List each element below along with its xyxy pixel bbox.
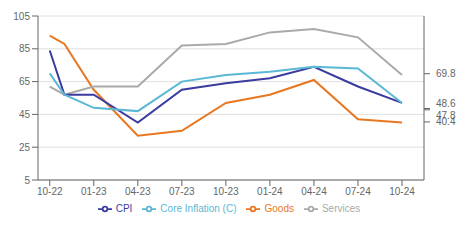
- svg-text:85: 85: [19, 43, 31, 54]
- html-text:CPI: CPI: [115, 202, 133, 214]
- svg-text:04-23: 04-23: [125, 186, 151, 197]
- svg-text:5: 5: [24, 175, 30, 186]
- svg-text:40.4: 40.4: [436, 116, 456, 127]
- html-text:Goods: Goods: [264, 202, 294, 214]
- svg-text:07-24: 07-24: [345, 186, 371, 197]
- svg-text:25: 25: [19, 142, 31, 153]
- svg-text:10-24: 10-24: [389, 186, 415, 197]
- svg-text:01-23: 01-23: [81, 186, 107, 197]
- svg-text:65: 65: [19, 76, 31, 87]
- svg-text:47.8: 47.8: [436, 109, 456, 121]
- svg-text:48.6: 48.6: [436, 98, 456, 109]
- html-text:Services: Services: [322, 202, 361, 214]
- svg-text:10-22: 10-22: [37, 186, 63, 197]
- svg-text:07-23: 07-23: [169, 186, 195, 197]
- svg-text:105: 105: [13, 11, 30, 22]
- html-text:Core Inflation (C): Core Inflation (C): [160, 202, 237, 214]
- svg-text:01-24: 01-24: [257, 186, 283, 197]
- svg-text:04-24: 04-24: [301, 186, 327, 197]
- svg-text:10-23: 10-23: [213, 186, 239, 197]
- svg-text:69.8: 69.8: [436, 68, 456, 79]
- svg-text:45: 45: [19, 109, 31, 120]
